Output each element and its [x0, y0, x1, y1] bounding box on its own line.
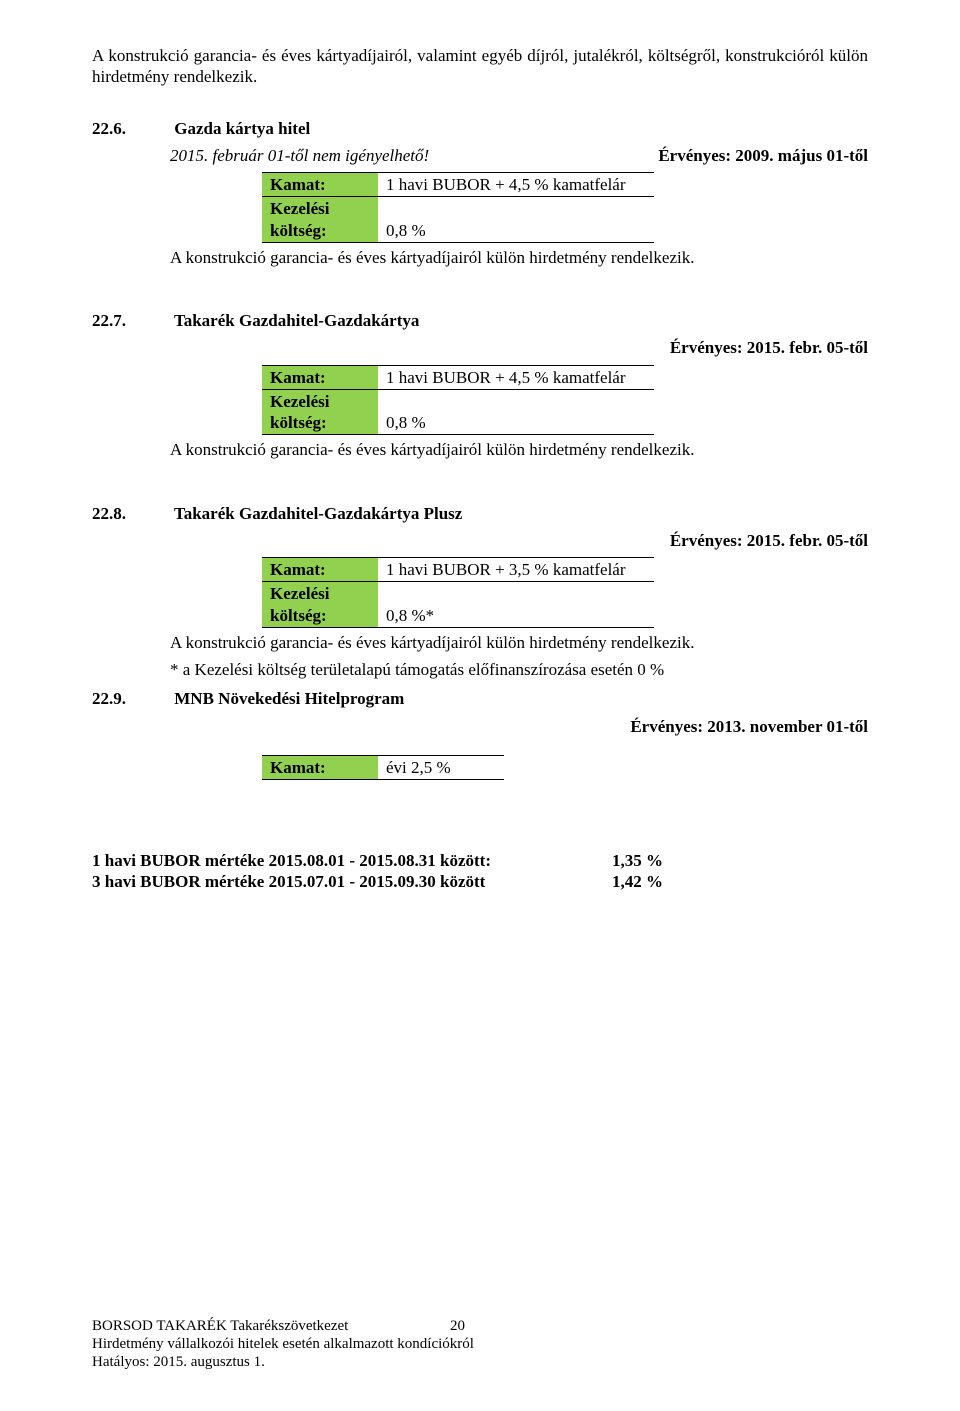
row-label: Kezelési költség:	[262, 197, 378, 243]
table-row: Kamat: évi 2,5 %	[262, 755, 504, 779]
section-22-8-asterisk: * a Kezelési költség területalapú támoga…	[170, 659, 868, 680]
row-label: Kezelési költség:	[262, 389, 378, 435]
section-22-6-note: A konstrukció garancia- és éves kártyadí…	[170, 247, 868, 268]
bubor-2-value: 1,42 %	[612, 871, 663, 892]
row-value: 1 havi BUBOR + 3,5 % kamatfelár	[378, 558, 654, 582]
section-22-7-note: A konstrukció garancia- és éves kártyadí…	[170, 439, 868, 460]
row-value: 0,8 %*	[378, 582, 654, 628]
bubor-block: 1 havi BUBOR mértéke 2015.08.01 - 2015.0…	[92, 850, 868, 893]
section-22-9-table: Kamat: évi 2,5 %	[262, 755, 504, 780]
footer-doc: Hirdetmény vállalkozói hitelek esetén al…	[92, 1335, 868, 1353]
section-22-7-heading: 22.7. Takarék Gazdahitel-Gazdakártya	[92, 310, 868, 331]
row-value: 0,8 %	[378, 389, 654, 435]
footer-date: Hatályos: 2015. augusztus 1.	[92, 1353, 868, 1371]
row-label: Kezelési költség:	[262, 582, 378, 628]
row-label: Kamat:	[262, 365, 378, 389]
section-title: MNB Növekedési Hitelprogram	[174, 689, 404, 708]
row-label: Kamat:	[262, 755, 378, 779]
row-value: évi 2,5 %	[378, 755, 504, 779]
section-22-8-table: Kamat: 1 havi BUBOR + 3,5 % kamatfelár K…	[262, 557, 654, 628]
bubor-row-2: 3 havi BUBOR mértéke 2015.07.01 - 2015.0…	[92, 871, 868, 892]
page-footer: BORSOD TAKARÉK Takarékszövetkezet 20 Hir…	[92, 1317, 868, 1371]
table-row: Kamat: 1 havi BUBOR + 4,5 % kamatfelár	[262, 173, 654, 197]
section-22-6-valid: Érvényes: 2009. május 01-től	[658, 145, 868, 166]
section-22-8-heading: 22.8. Takarék Gazdahitel-Gazdakártya Plu…	[92, 503, 868, 524]
section-title: Takarék Gazdahitel-Gazdakártya Plusz	[174, 504, 462, 523]
footer-page-number: 20	[450, 1317, 510, 1335]
table-row: Kezelési költség: 0,8 %	[262, 197, 654, 243]
row-label: Kamat:	[262, 173, 378, 197]
section-number: 22.8.	[92, 503, 170, 524]
section-22-6-table: Kamat: 1 havi BUBOR + 4,5 % kamatfelár K…	[262, 172, 654, 243]
table-row: Kamat: 1 havi BUBOR + 3,5 % kamatfelár	[262, 558, 654, 582]
section-22-9-valid: Érvényes: 2013. november 01-től	[92, 716, 868, 737]
footer-org: BORSOD TAKARÉK Takarékszövetkezet	[92, 1317, 450, 1335]
section-title: Takarék Gazdahitel-Gazdakártya	[174, 311, 419, 330]
section-number: 22.9.	[92, 688, 170, 709]
row-value: 0,8 %	[378, 197, 654, 243]
section-22-7-valid: Érvényes: 2015. febr. 05-től	[92, 337, 868, 358]
section-22-7-table: Kamat: 1 havi BUBOR + 4,5 % kamatfelár K…	[262, 365, 654, 436]
section-22-6-italic: 2015. február 01-től nem igényelhető!	[170, 145, 429, 166]
table-row: Kezelési költség: 0,8 %*	[262, 582, 654, 628]
intro-paragraph: A konstrukció garancia- és éves kártyadí…	[92, 45, 868, 88]
page: A konstrukció garancia- és éves kártyadí…	[0, 0, 960, 1411]
section-22-8-valid: Érvényes: 2015. febr. 05-től	[92, 530, 868, 551]
row-value: 1 havi BUBOR + 4,5 % kamatfelár	[378, 173, 654, 197]
bubor-1-value: 1,35 %	[612, 850, 663, 871]
table-row: Kamat: 1 havi BUBOR + 4,5 % kamatfelár	[262, 365, 654, 389]
row-label: Kamat:	[262, 558, 378, 582]
row-value: 1 havi BUBOR + 4,5 % kamatfelár	[378, 365, 654, 389]
section-number: 22.6.	[92, 118, 170, 139]
bubor-1-label: 1 havi BUBOR mértéke 2015.08.01 - 2015.0…	[92, 850, 612, 871]
section-number: 22.7.	[92, 310, 170, 331]
section-22-6-subline: 2015. február 01-től nem igényelhető! Ér…	[170, 145, 868, 166]
table-row: Kezelési költség: 0,8 %	[262, 389, 654, 435]
bubor-row-1: 1 havi BUBOR mértéke 2015.08.01 - 2015.0…	[92, 850, 868, 871]
section-title: Gazda kártya hitel	[174, 119, 310, 138]
bubor-2-label: 3 havi BUBOR mértéke 2015.07.01 - 2015.0…	[92, 871, 612, 892]
section-22-9-heading: 22.9. MNB Növekedési Hitelprogram	[92, 688, 868, 709]
section-22-8-note: A konstrukció garancia- és éves kártyadí…	[170, 632, 868, 653]
section-22-6-heading: 22.6. Gazda kártya hitel	[92, 118, 868, 139]
